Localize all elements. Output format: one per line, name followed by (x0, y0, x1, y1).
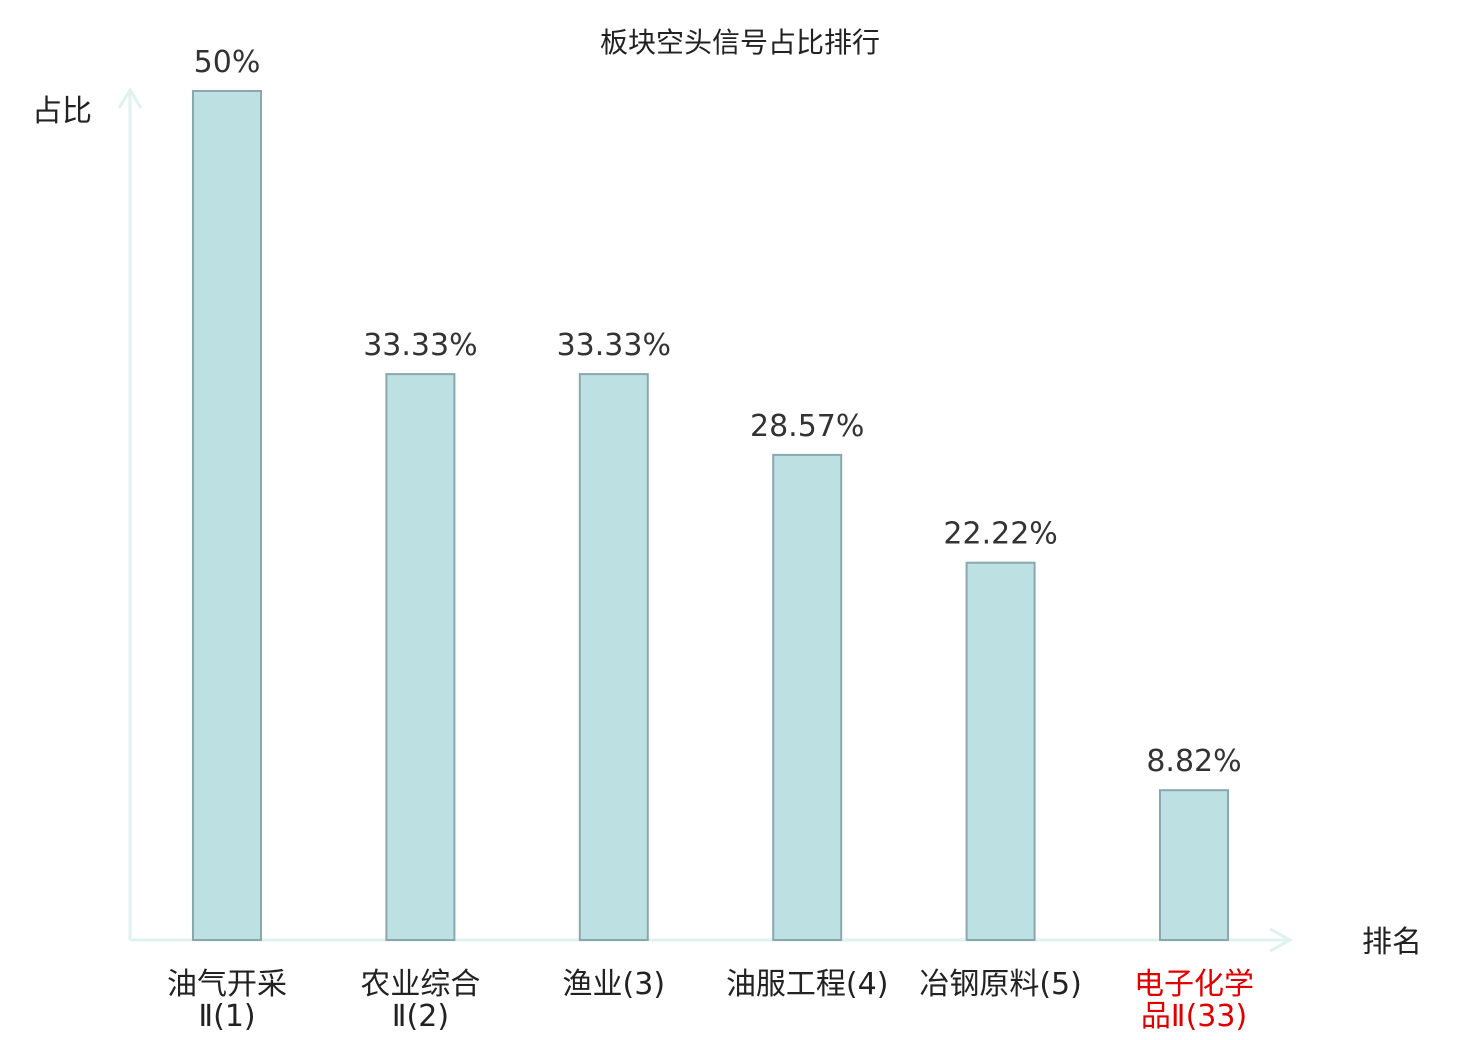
value-label-6: 8.82% (1146, 744, 1241, 779)
category-label-2-line-2: Ⅱ(2) (392, 999, 449, 1034)
bar-4 (772, 453, 843, 941)
bar-2 (385, 373, 456, 942)
category-label-1-line-2: Ⅱ(1) (198, 999, 255, 1034)
y-axis-label: 占比 (32, 94, 92, 129)
bar-5 (965, 561, 1036, 941)
category-label-4-line-1: 油服工程(4) (726, 967, 889, 1002)
bar-1 (192, 90, 262, 941)
value-label-3: 33.33% (557, 328, 671, 363)
bar-3 (578, 373, 649, 942)
y-axis (117, 87, 143, 940)
x-axis (130, 927, 1294, 953)
value-label-2: 33.33% (363, 328, 477, 363)
value-labels: 50% 33.33% 33.33% 28.57% 22.22% 8.82% (194, 45, 1242, 779)
category-label-3-line-1: 渔业(3) (563, 967, 666, 1002)
value-label-1: 50% (194, 45, 261, 80)
category-label-5-line-1: 冶钢原料(5) (919, 967, 1082, 1002)
category-label-2-line-1: 农业综合 (360, 967, 480, 1002)
value-label-4: 28.57% (750, 409, 864, 444)
bars (192, 90, 1229, 942)
category-label-6-line-2: 品Ⅱ(33) (1141, 999, 1247, 1034)
category-label-1-line-1: 油气开采 (167, 967, 287, 1002)
category-label-6-line-1: 电子化学 (1134, 967, 1254, 1002)
bar-6 (1159, 789, 1229, 942)
value-label-5: 22.22% (943, 517, 1057, 552)
x-axis-label: 排名 (1362, 925, 1422, 960)
chart-title: 板块空头信号占比排行 (600, 26, 880, 59)
